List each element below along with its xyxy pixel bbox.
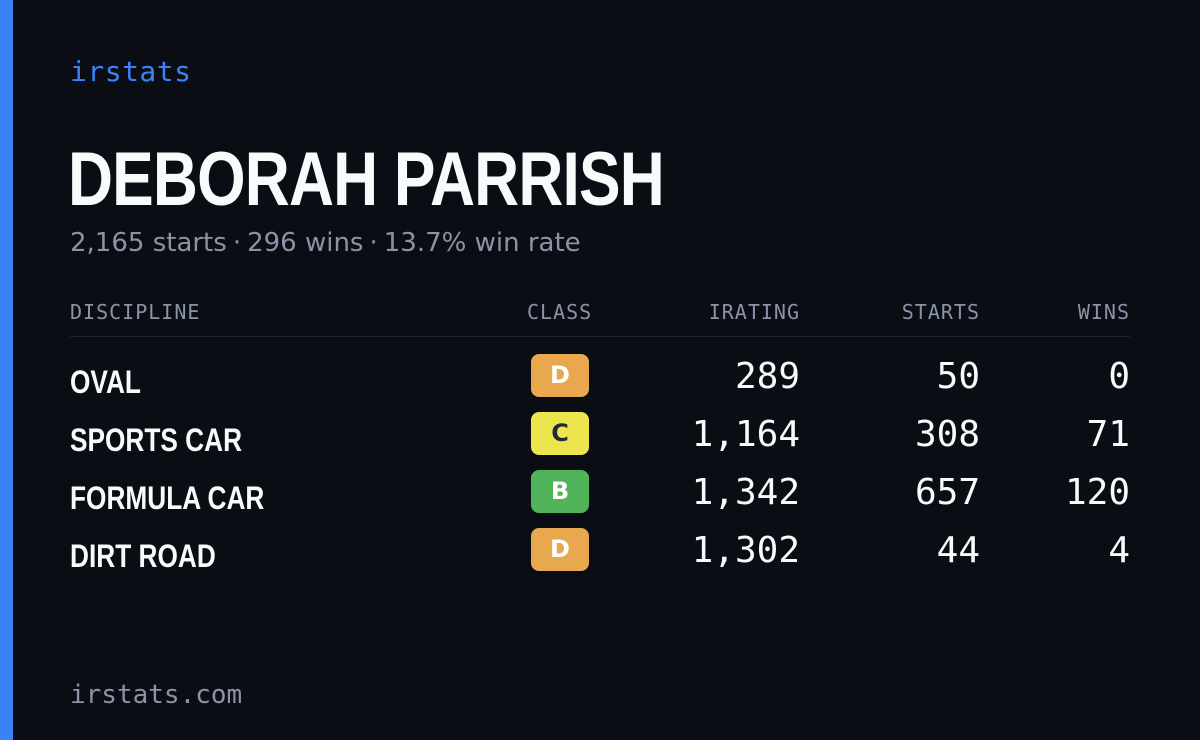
accent-bar <box>0 0 13 740</box>
driver-name: DEBORAH PARRISH <box>68 137 665 222</box>
summary-win-rate: 13.7% win rate <box>383 228 581 258</box>
wins-value: 120 <box>1064 472 1130 513</box>
brand-logo-text: irstats <box>70 55 192 88</box>
table-row-dirt-road: DIRT ROAD D 1,302 44 4 <box>0 528 1200 586</box>
footer-url: irstats.com <box>70 680 243 710</box>
irating-value: 1,302 <box>691 530 800 571</box>
header-discipline: DISCIPLINE <box>70 300 201 324</box>
class-badge: D <box>531 528 589 571</box>
irating-value: 289 <box>734 356 800 397</box>
table-row-formula-car: FORMULA CAR B 1,342 657 120 <box>0 470 1200 528</box>
starts-value: 308 <box>914 414 980 455</box>
class-badge: B <box>531 470 589 513</box>
discipline-label: DIRT ROAD <box>70 538 216 574</box>
starts-value: 44 <box>936 530 980 571</box>
discipline-label: OVAL <box>70 364 141 400</box>
summary-wins: 296 wins <box>247 228 364 258</box>
class-badge: D <box>531 354 589 397</box>
summary-starts: 2,165 starts <box>70 228 227 258</box>
driver-summary: 2,165 starts · 296 wins · 13.7% win rate <box>70 228 581 258</box>
summary-separator: · <box>232 228 242 258</box>
wins-value: 0 <box>1108 356 1130 397</box>
irating-value: 1,164 <box>691 414 800 455</box>
starts-value: 50 <box>936 356 980 397</box>
class-badge: C <box>531 412 589 455</box>
wins-value: 71 <box>1086 414 1130 455</box>
header-irating: IRATING <box>708 300 800 324</box>
irating-value: 1,342 <box>691 472 800 513</box>
discipline-label: SPORTS CAR <box>70 422 243 458</box>
discipline-label: FORMULA CAR <box>70 480 265 516</box>
table-row-sports-car: SPORTS CAR C 1,164 308 71 <box>0 412 1200 470</box>
header-divider <box>70 336 1130 337</box>
header-wins: WINS <box>1077 300 1130 324</box>
wins-value: 4 <box>1108 530 1130 571</box>
header-class: CLASS <box>527 300 593 324</box>
table-row-oval: OVAL D 289 50 0 <box>0 354 1200 412</box>
starts-value: 657 <box>914 472 980 513</box>
header-starts: STARTS <box>901 300 980 324</box>
summary-separator: · <box>369 228 378 258</box>
